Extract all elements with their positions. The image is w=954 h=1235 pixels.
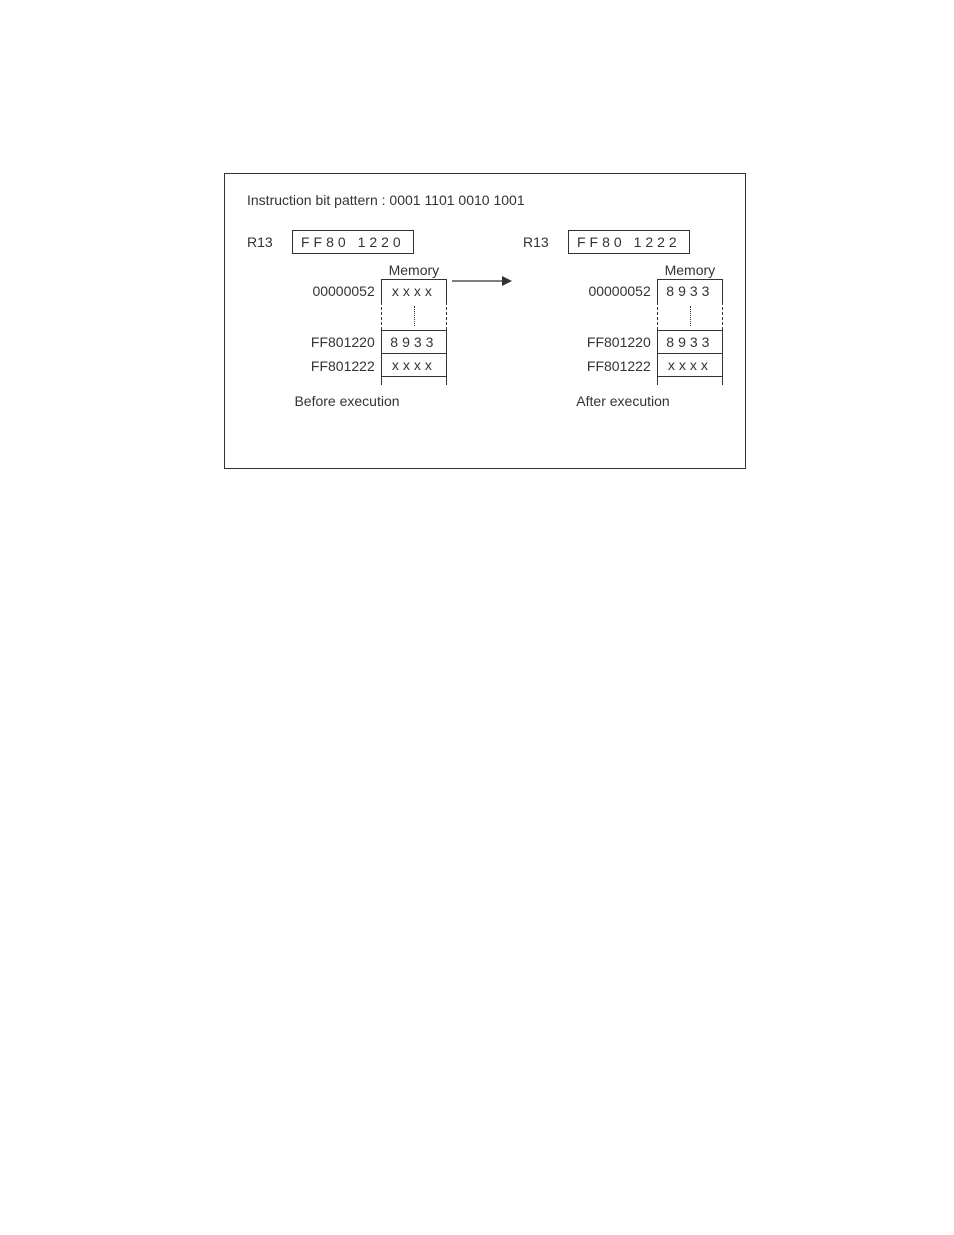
- memory-cell: xxxx: [381, 280, 447, 302]
- memory-block: Memory 00000052 xxxx FF801220 8933 FF801…: [247, 260, 447, 385]
- register-value: FF80 1222: [568, 230, 690, 254]
- diagram-frame: Instruction bit pattern : 0001 1101 0010…: [224, 173, 746, 469]
- memory-row: 00000052 8933: [568, 280, 723, 302]
- register-name: R13: [523, 234, 568, 250]
- memory-cell: 8933: [657, 330, 723, 354]
- after-panel: R13 FF80 1222 Memory 00000052 8933 FF801…: [523, 230, 723, 409]
- memory-address: FF801222: [292, 354, 381, 377]
- memory-gap-row: [568, 302, 723, 330]
- memory-cell: 8933: [657, 280, 723, 302]
- memory-cell: xxxx: [657, 354, 723, 377]
- memory-row: 00000052 xxxx: [292, 280, 447, 302]
- memory-row: FF801222 xxxx: [568, 354, 723, 377]
- memory-address: 00000052: [292, 280, 381, 302]
- diagram-body: R13 FF80 1220 Memory 00000052 xxxx FF801…: [247, 230, 723, 409]
- arrow-icon: [452, 275, 512, 287]
- memory-label: Memory: [381, 262, 447, 280]
- register-row: R13 FF80 1222: [523, 230, 723, 254]
- memory-gap-row: [292, 302, 447, 330]
- panel-caption: After execution: [523, 393, 723, 409]
- memory-address: FF801220: [568, 330, 657, 354]
- arrow-gap: [447, 230, 523, 400]
- memory-label: Memory: [657, 262, 723, 280]
- memory-row: FF801222 xxxx: [292, 354, 447, 377]
- memory-gap: [657, 302, 723, 330]
- memory-address: 00000052: [568, 280, 657, 302]
- diagram-title: Instruction bit pattern : 0001 1101 0010…: [247, 192, 723, 208]
- memory-row: FF801220 8933: [292, 330, 447, 354]
- memory-cell: 8933: [381, 330, 447, 354]
- memory-address: FF801222: [568, 354, 657, 377]
- memory-cell: xxxx: [381, 354, 447, 377]
- memory-tail: [657, 377, 723, 385]
- memory-row: FF801220 8933: [568, 330, 723, 354]
- memory-address: FF801220: [292, 330, 381, 354]
- memory-tail: [381, 377, 447, 385]
- register-name: R13: [247, 234, 292, 250]
- panel-caption: Before execution: [247, 393, 447, 409]
- memory-block: Memory 00000052 8933 FF801220 8933 FF801…: [523, 260, 723, 385]
- register-row: R13 FF80 1220: [247, 230, 447, 254]
- before-panel: R13 FF80 1220 Memory 00000052 xxxx FF801…: [247, 230, 447, 409]
- register-value: FF80 1220: [292, 230, 414, 254]
- memory-gap: [381, 302, 447, 330]
